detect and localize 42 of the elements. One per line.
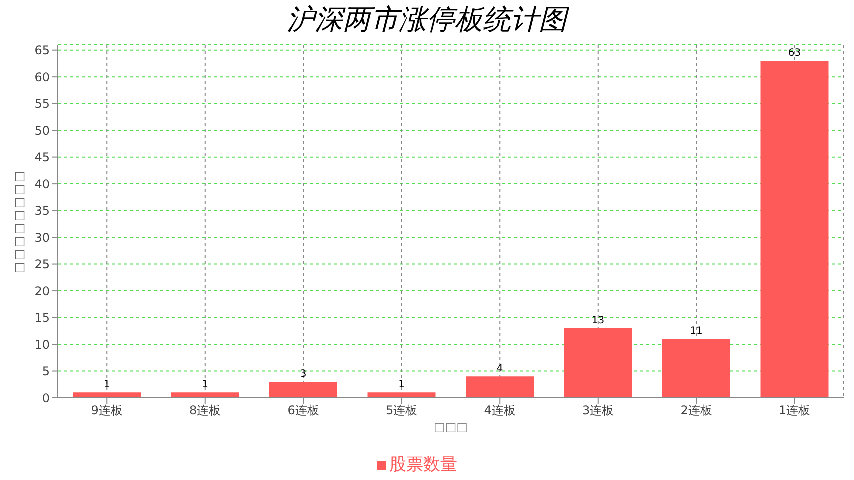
y-tick-label: 25 <box>34 258 50 272</box>
y-tick-label: 35 <box>34 204 50 218</box>
data-label: 1 <box>104 380 110 391</box>
data-label: 4 <box>496 364 504 375</box>
data-label: 13 <box>592 315 605 326</box>
data-label: 11 <box>690 326 703 338</box>
y-tick-label: 55 <box>34 97 50 112</box>
x-tick-label: 3连板 <box>582 404 614 418</box>
bar <box>564 328 632 398</box>
x-tick-label: 5连板 <box>386 404 418 418</box>
data-label: 63 <box>788 48 802 60</box>
bar <box>368 392 436 398</box>
y-tick-label: 50 <box>34 124 50 138</box>
x-axis-title: □□□ <box>434 420 468 434</box>
x-tick-label: 4连板 <box>484 404 516 418</box>
data-label: 3 <box>300 368 307 380</box>
bar <box>171 392 240 398</box>
chart-title: 沪深两市涨停板统计图 <box>286 2 570 38</box>
bar <box>662 339 730 398</box>
legend-label: 股票数量 <box>390 455 458 475</box>
y-tick-label: 65 <box>34 44 50 58</box>
y-tick-label: 30 <box>34 230 50 245</box>
x-tick-label: 8连板 <box>190 404 222 418</box>
x-tick-label: 6连板 <box>288 404 320 418</box>
y-tick-label: 15 <box>34 311 50 326</box>
y-tick-label: 60 <box>34 70 50 84</box>
y-tick-label: 20 <box>34 284 50 298</box>
bar <box>760 61 829 398</box>
y-tick-label: 0 <box>42 391 50 406</box>
x-tick-label: 9连板 <box>91 404 123 418</box>
y-tick-label: 40 <box>34 177 50 192</box>
y-axis-title: □□□□□□□□ <box>14 169 26 274</box>
bar <box>270 382 338 398</box>
data-label: 1 <box>202 380 208 391</box>
bar <box>73 392 141 398</box>
x-tick-label: 1连板 <box>779 404 811 418</box>
bar <box>466 376 534 398</box>
x-tick-label: 2连板 <box>680 404 712 418</box>
y-tick-label: 10 <box>34 338 50 352</box>
data-label: 1 <box>398 380 405 391</box>
y-tick-label: 45 <box>34 150 50 165</box>
y-tick-label: 5 <box>42 364 50 379</box>
